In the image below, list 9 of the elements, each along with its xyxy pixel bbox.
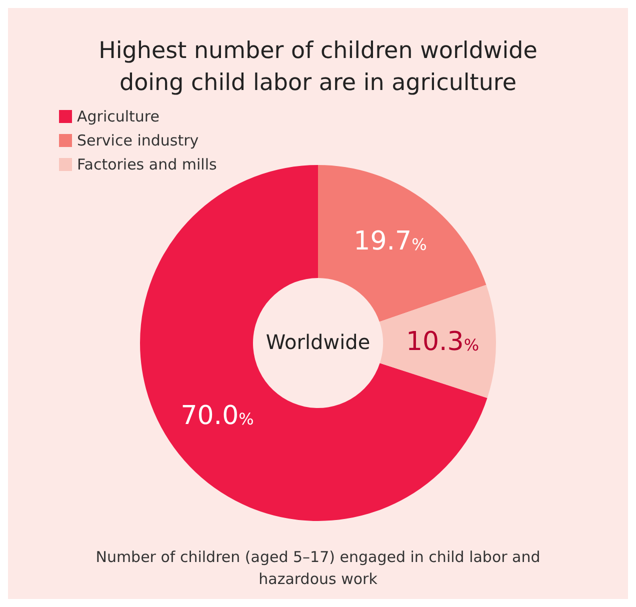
data-label: 70.0% [180,401,254,432]
text: Number of children (aged 5–17) engaged in child labor and hazardous work [96,548,540,588]
legend-label: Agriculture [77,108,160,126]
text: Worldwide [266,330,370,354]
data-label: 19.7% [354,226,427,257]
data-label: 10.3% [406,326,480,357]
legend-label: Service industry [77,132,199,150]
chart-title: Highest number of children worldwide doing child labor are in agriculture [98,38,538,96]
legend-label: Factories and mills [77,156,217,174]
